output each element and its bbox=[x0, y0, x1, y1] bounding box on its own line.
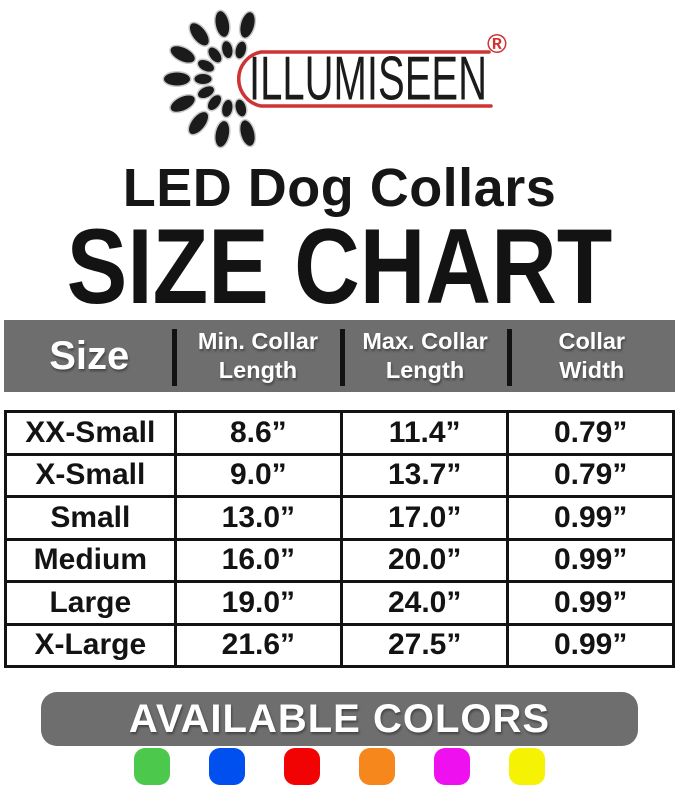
width-cell: 0.99” bbox=[506, 580, 675, 626]
column-header-label: Size bbox=[49, 333, 130, 378]
color-swatch-green bbox=[134, 748, 170, 785]
width-cell: 0.99” bbox=[506, 537, 675, 583]
width-cell: 0.99” bbox=[506, 495, 675, 541]
width-cell: 0.99” bbox=[506, 622, 675, 668]
size-cell: XX-Small bbox=[4, 410, 177, 456]
width-cell: 0.79” bbox=[506, 410, 675, 456]
available-colors-label: AVAILABLE COLORS bbox=[128, 696, 551, 741]
column-header-label-line1: Collar bbox=[558, 328, 626, 355]
min-cell: 19.0” bbox=[173, 580, 344, 626]
max-cell: 11.4” bbox=[339, 410, 510, 456]
page-title: SIZE CHART bbox=[66, 206, 613, 326]
max-cell: 27.5” bbox=[339, 622, 510, 668]
table-row-xx-small: XX-Small 8.6” 11.4” 0.79” bbox=[4, 410, 675, 456]
table-header-bar: Size Min. Collar Length Max. Collar Leng… bbox=[4, 320, 675, 392]
brand-name: ILLUMISEEN bbox=[249, 45, 487, 114]
table-row-large: Large 19.0” 24.0” 0.99” bbox=[4, 580, 675, 626]
column-header-label-line2: Length bbox=[385, 357, 465, 383]
column-header-label-line1: Max. Collar bbox=[362, 328, 488, 355]
column-header-max-collar-length: Max. Collar Length bbox=[339, 320, 509, 392]
column-header-size: Size bbox=[4, 320, 174, 392]
color-swatch-orange bbox=[359, 748, 395, 785]
registered-trademark-icon: ® bbox=[487, 29, 507, 59]
table-row-small: Small 13.0” 17.0” 0.99” bbox=[4, 495, 675, 541]
min-cell: 13.0” bbox=[173, 495, 344, 541]
max-cell: 13.7” bbox=[339, 452, 510, 498]
max-cell: 20.0” bbox=[339, 537, 510, 583]
size-cell: Small bbox=[4, 495, 177, 541]
max-cell: 17.0” bbox=[339, 495, 510, 541]
max-cell: 24.0” bbox=[339, 580, 510, 626]
size-cell: Medium bbox=[4, 537, 177, 583]
size-cell: X-Large bbox=[4, 622, 177, 668]
table-row-medium: Medium 16.0” 20.0” 0.99” bbox=[4, 537, 675, 583]
column-header-min-collar-length: Min. Collar Length bbox=[172, 320, 341, 392]
brand-logo: ILLUMISEEN ® bbox=[162, 9, 507, 149]
color-swatch-magenta bbox=[434, 748, 470, 785]
logo-capsule-outline bbox=[236, 50, 493, 108]
min-cell: 21.6” bbox=[173, 622, 344, 668]
color-swatch-red bbox=[284, 748, 320, 785]
color-swatch-blue bbox=[209, 748, 245, 785]
column-header-label-line2: Width bbox=[559, 357, 625, 383]
color-swatch-yellow bbox=[509, 748, 545, 785]
column-header-label-line2: Length bbox=[218, 357, 298, 383]
available-colors-bar: AVAILABLE COLORS bbox=[41, 692, 638, 746]
column-header-collar-width: Collar Width bbox=[506, 320, 675, 392]
width-cell: 0.79” bbox=[506, 452, 675, 498]
column-header-label-line1: Min. Collar bbox=[197, 328, 319, 355]
color-swatches-row bbox=[0, 748, 679, 785]
size-cell: Large bbox=[4, 580, 177, 626]
min-cell: 8.6” bbox=[173, 410, 344, 456]
table-row-x-small: X-Small 9.0” 13.7” 0.79” bbox=[4, 452, 675, 498]
table-row-x-large: X-Large 21.6” 27.5” 0.99” bbox=[4, 622, 675, 668]
product-subtitle: LED Dog Collars bbox=[122, 158, 557, 218]
starburst-icon bbox=[162, 9, 257, 149]
min-cell: 9.0” bbox=[173, 452, 344, 498]
min-cell: 16.0” bbox=[173, 537, 344, 583]
size-table: XX-Small 8.6” 11.4” 0.79” X-Small 9.0” 1… bbox=[4, 410, 675, 668]
size-cell: X-Small bbox=[4, 452, 177, 498]
